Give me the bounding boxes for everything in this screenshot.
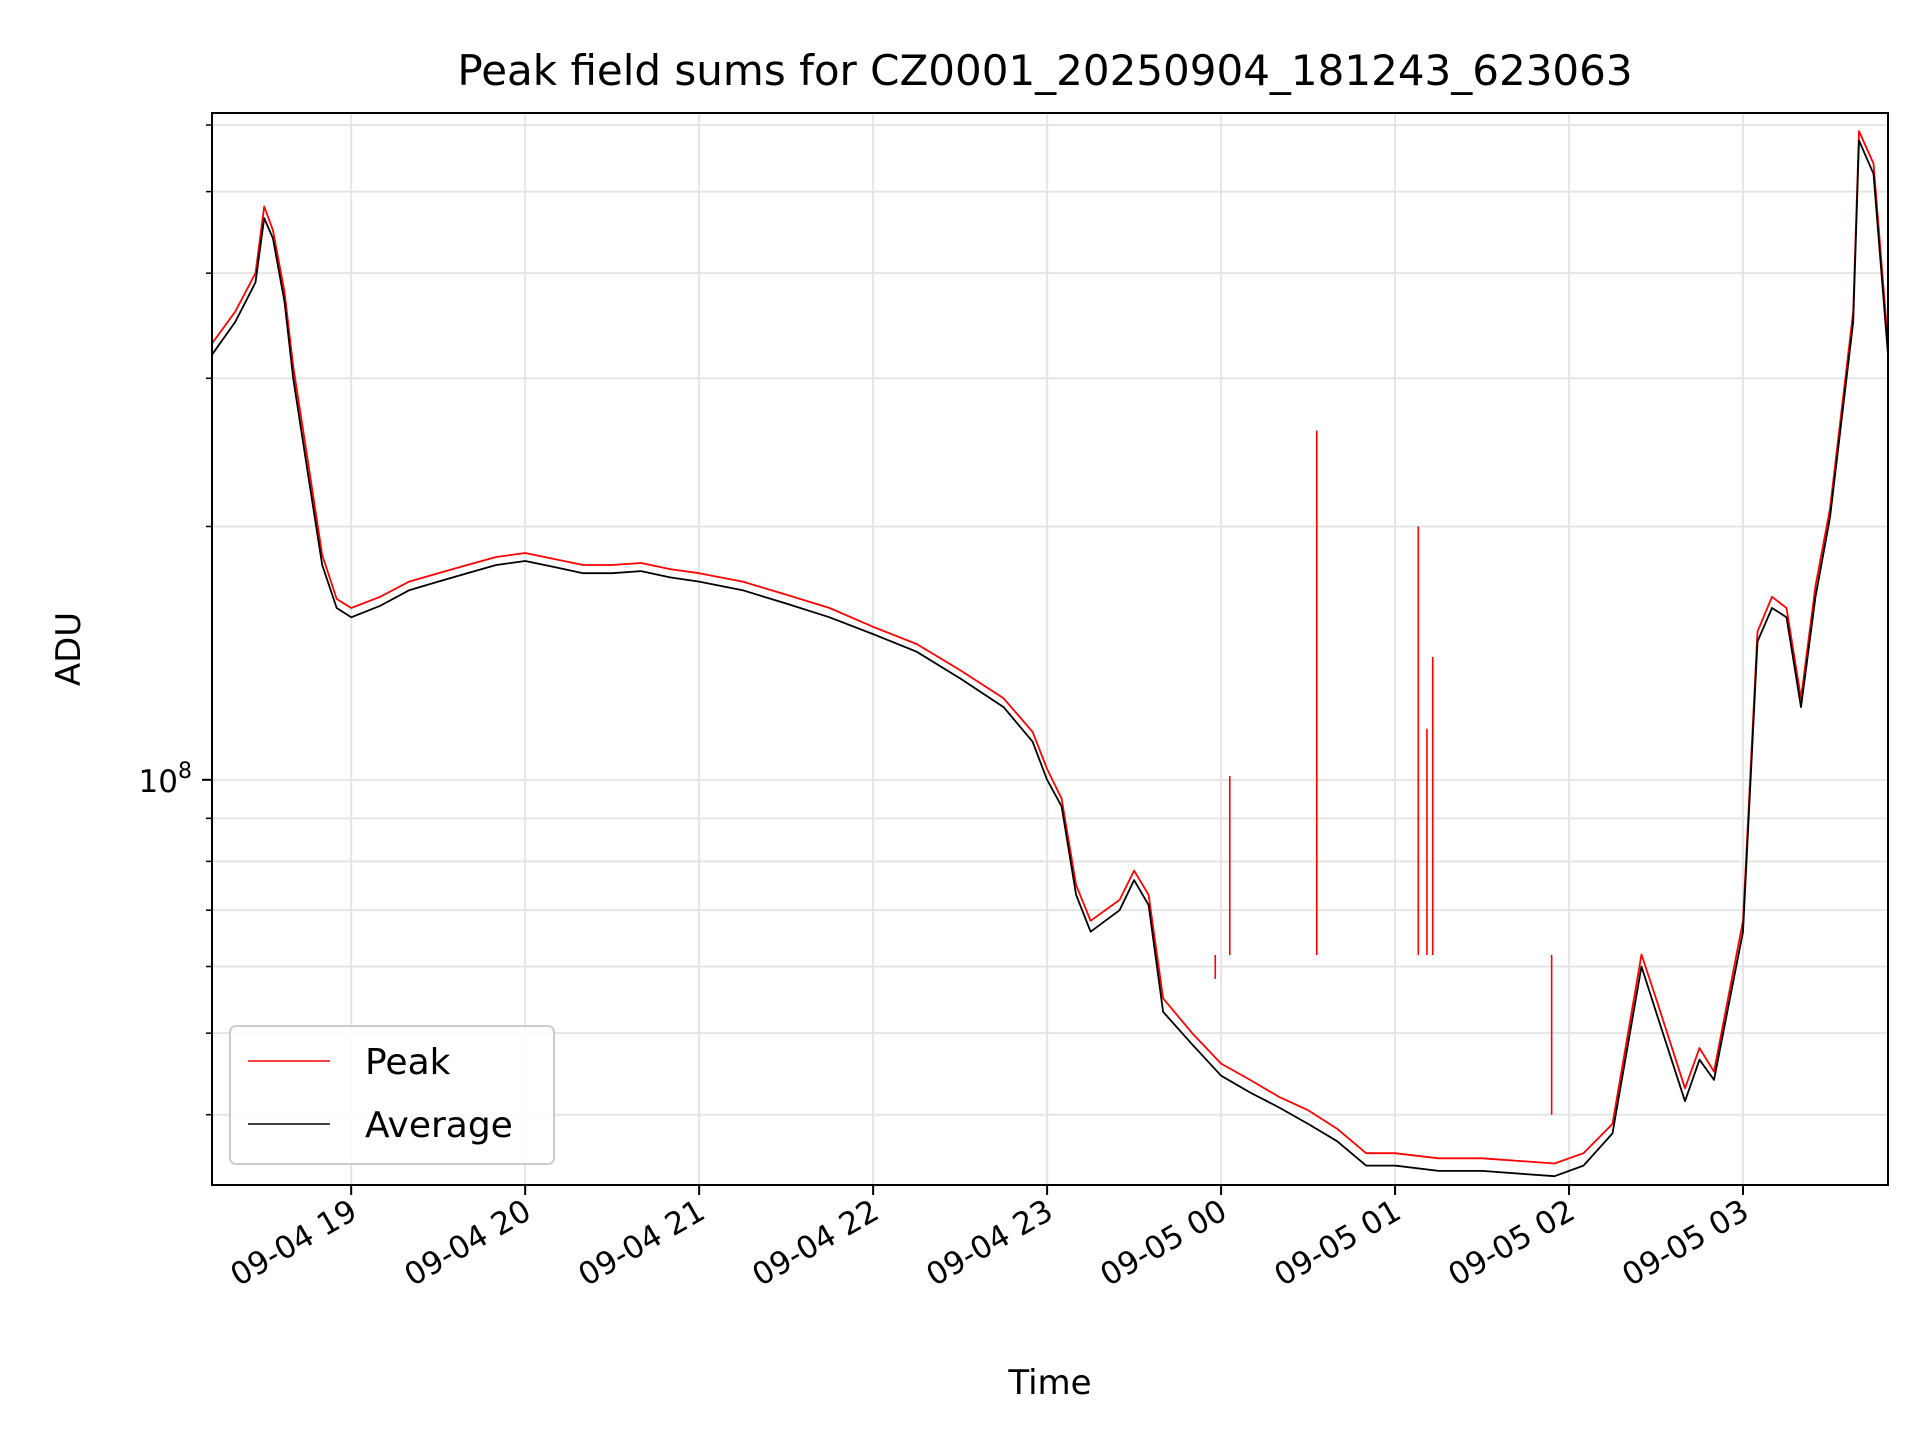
y-tick-exponent: 8 — [178, 759, 192, 784]
x-tick-label: 09-05 01 — [1268, 1193, 1407, 1294]
plot-frame — [211, 112, 1889, 1186]
x-tick-label: 09-05 00 — [1094, 1193, 1233, 1294]
grid — [212, 113, 1888, 1185]
y-axis-label: ADU — [49, 612, 89, 686]
x-axis-label: Time — [1007, 1363, 1091, 1403]
x-tick-label: 09-05 02 — [1442, 1193, 1581, 1294]
y-tick-base: 10 — [139, 764, 178, 800]
series-line-peak — [212, 130, 1888, 1165]
x-tick-label: 09-05 03 — [1616, 1193, 1755, 1294]
x-tick-label: 09-04 19 — [224, 1193, 363, 1294]
x-tick-label: 09-04 21 — [572, 1193, 711, 1294]
legend-label-peak: Peak — [365, 1042, 451, 1083]
x-axis: 09-04 19 09-04 20 09-04 21 09-04 22 09-04 23… — [224, 1185, 1755, 1294]
x-tick-label: 09-04 20 — [398, 1193, 537, 1294]
series-line-average — [212, 139, 1888, 1178]
legend-label-average: Average — [365, 1105, 513, 1146]
y-axis: 108 — [139, 124, 212, 1116]
x-tick-label: 09-04 22 — [746, 1193, 885, 1294]
y-tick-label: 108 — [139, 759, 192, 800]
legend: Peak Average — [229, 1025, 555, 1165]
chart-title: Peak field sums for CZ0001_20250904_1812… — [457, 46, 1632, 95]
x-tick-label: 09-04 23 — [920, 1193, 1059, 1294]
series-layer — [212, 130, 1888, 1178]
